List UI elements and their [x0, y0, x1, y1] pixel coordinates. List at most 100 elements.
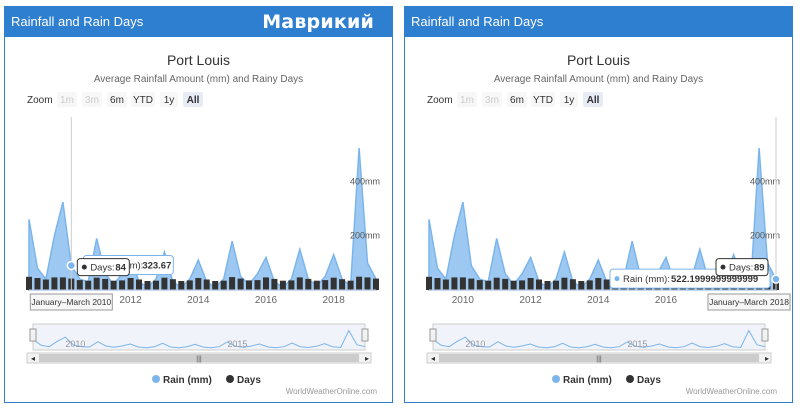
days-column [153, 280, 159, 290]
x-tick-label: 2010 [452, 295, 475, 306]
zoom-button-label: All [187, 95, 200, 106]
y-tick-label: 400mm [750, 176, 780, 186]
chart-panel-left: Rainfall and Rain Days Маврикий Port Lou… [4, 6, 393, 403]
scroll-grip-icon: ||| [196, 356, 202, 363]
x-tick-label: 2012 [119, 295, 142, 306]
navigator-handle-right[interactable] [761, 328, 769, 342]
chart-subtitle: Average Rainfall Amount (mm) and Rainy D… [494, 74, 703, 85]
days-tooltip [715, 258, 769, 277]
navigator-tick-label: 2010 [65, 339, 85, 349]
days-column [468, 278, 475, 290]
panel-title: Rainfall and Rain Days [11, 14, 144, 29]
days-column [110, 280, 117, 290]
days-column [161, 277, 168, 290]
days-column [527, 278, 534, 290]
legend-days-symbol [226, 375, 234, 383]
date-tooltip [29, 293, 113, 311]
zoom-button-all[interactable] [583, 92, 603, 107]
days-column [93, 277, 100, 290]
days-column [85, 280, 92, 290]
navigator-handle-right[interactable] [361, 328, 369, 342]
zoom-button-label: 1m [460, 95, 474, 106]
tooltip-bullet [720, 264, 726, 270]
days-column [203, 279, 210, 290]
panel-header: Rainfall and Rain Days Маврикий [5, 7, 392, 37]
chart-subtitle: Average Rainfall Amount (mm) and Rainy D… [94, 74, 303, 85]
zoom-button-1y[interactable] [160, 92, 178, 107]
zoom-button-label: YTD [133, 95, 153, 106]
zoom-label: Zoom [27, 95, 53, 106]
date-tooltip-label: January–March 2018 [709, 297, 789, 307]
zoom-button-1y[interactable] [560, 92, 578, 107]
days-column [544, 281, 551, 290]
navigator-tick-label: 2015 [627, 339, 647, 349]
x-tick-label: 2012 [519, 295, 542, 306]
days-column [339, 279, 346, 290]
days-column [136, 279, 142, 290]
days-column [586, 280, 593, 290]
days-column [322, 280, 329, 290]
zoom-button-6m[interactable] [507, 92, 527, 107]
credit-link[interactable]: WorldWeatherOnline.com [686, 387, 778, 396]
days-column [271, 278, 278, 290]
scroll-grip-icon: ||| [596, 356, 602, 363]
days-column [254, 280, 261, 290]
zoom-button-1m [57, 92, 77, 107]
days-column [220, 280, 227, 290]
scrollbar-thumb[interactable] [439, 354, 759, 362]
panel-title: Rainfall and Rain Days [411, 14, 544, 29]
y-tick-label: 200mm [350, 231, 380, 241]
days-column [510, 280, 517, 290]
zoom-button-label: All [587, 95, 600, 106]
zoom-button-label: 1y [164, 95, 175, 106]
zoom-button-ytd[interactable] [131, 92, 155, 107]
chart-panel-right: Rainfall and Rain Days Port Louis Average… [404, 6, 793, 403]
days-tooltip-value: 89 [754, 263, 765, 274]
days-column [212, 281, 219, 290]
date-tooltip-label: January–March 2010 [31, 297, 111, 307]
days-column [502, 278, 509, 290]
zoom-button-3m [482, 92, 502, 107]
zoom-button-all[interactable] [183, 92, 203, 107]
navigator-series [32, 329, 366, 349]
days-column [305, 278, 312, 290]
rain-hover-marker [66, 260, 77, 271]
legend-item-rain[interactable]: Rain (mm) [563, 375, 612, 386]
scroll-left-icon[interactable]: ◂ [31, 354, 35, 363]
days-column [347, 280, 354, 290]
rain-tooltip-value: 323.67 [142, 261, 171, 272]
days-column [561, 277, 568, 290]
x-tick-label: 2018 [323, 295, 346, 306]
zoom-button-ytd[interactable] [531, 92, 555, 107]
days-column [493, 277, 500, 290]
days-column [569, 279, 576, 290]
scroll-right-icon[interactable]: ▸ [365, 354, 369, 363]
days-column [536, 279, 542, 290]
days-column [603, 279, 610, 290]
navigator-handle-left[interactable] [29, 328, 37, 342]
days-column [169, 279, 176, 290]
zoom-button-label: YTD [533, 95, 553, 106]
zoom-button-label: 3m [485, 95, 499, 106]
legend-item-days[interactable]: Days [637, 375, 661, 386]
days-column [553, 280, 559, 290]
days-column [296, 277, 303, 290]
navigator-handle-left[interactable] [429, 328, 437, 342]
days-column [34, 278, 41, 290]
x-tick-label: 2016 [255, 295, 278, 306]
days-column [330, 277, 337, 290]
scroll-right-icon[interactable]: ▸ [765, 354, 769, 363]
scroll-left-icon[interactable]: ◂ [431, 354, 435, 363]
zoom-button-6m[interactable] [107, 92, 127, 107]
legend-item-days[interactable]: Days [237, 375, 261, 386]
credit-link[interactable]: WorldWeatherOnline.com [286, 387, 378, 396]
y-tick-label: 200mm [750, 231, 780, 241]
rain-tooltip-label: Rain (mm): [623, 274, 670, 285]
days-column [59, 277, 66, 290]
days-column [476, 280, 483, 290]
x-tick-label: 2014 [587, 295, 610, 306]
rain-tooltip-value: 522.1999999999999 [671, 274, 758, 285]
legend-item-rain[interactable]: Rain (mm) [163, 375, 212, 386]
days-column [578, 281, 585, 290]
scrollbar-thumb[interactable] [39, 354, 359, 362]
